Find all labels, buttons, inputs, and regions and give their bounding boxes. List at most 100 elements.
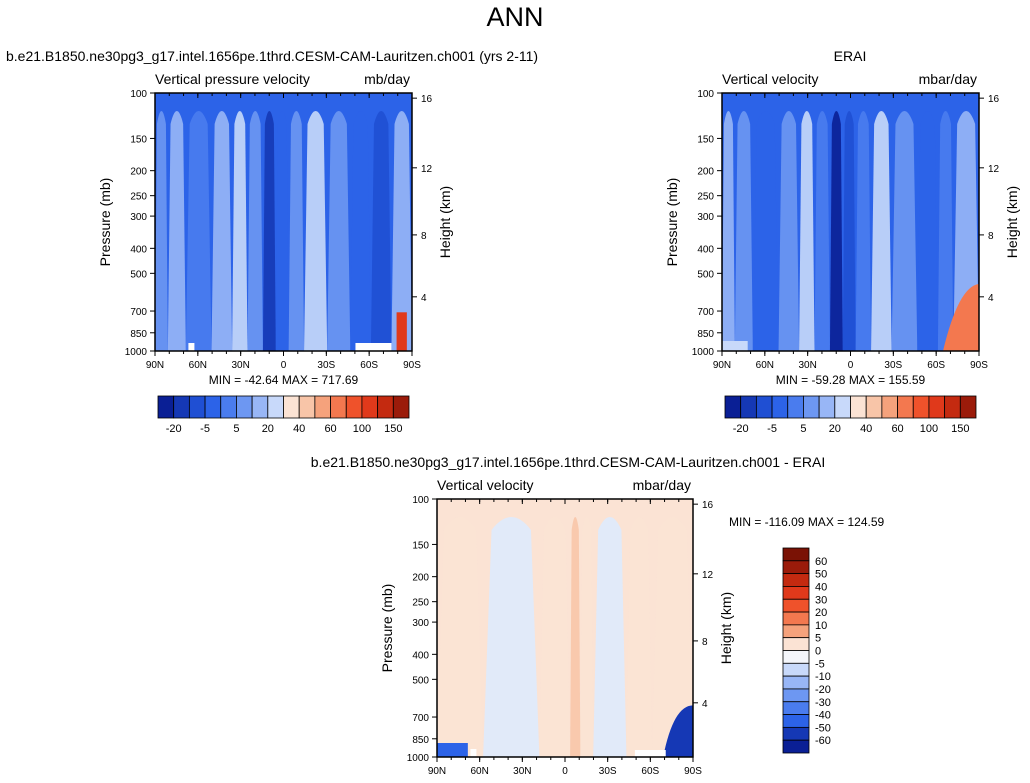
panel-1-colorbar-label: 5 (233, 423, 239, 435)
panel-3-colorbar-label: 60 (815, 556, 827, 568)
panel-2-colorbar-label: 60 (891, 423, 903, 435)
panel-1-colorbar-box (298, 395, 316, 419)
panel-3-y2label: Height (km) (718, 592, 734, 664)
panel-2-xtick-label: 30S (884, 360, 902, 371)
panel-3-band-3 (570, 517, 581, 757)
panel-3-colorbar-label: 5 (815, 633, 821, 645)
panel-1-colorbar-label: 100 (353, 423, 371, 435)
panel-2-y2tick-label: 8 (988, 231, 994, 242)
panel-3-xtick-label: 60N (470, 766, 488, 777)
panel-3-xtick-label: 30S (599, 766, 617, 777)
panel-2-band-12 (937, 111, 954, 351)
panel-2-xtick-label: 90S (970, 360, 988, 371)
panel-1-y2label: Height (km) (437, 186, 453, 258)
panel-2-ytick-label: 700 (697, 307, 714, 318)
panel-1-y2tick-label: 12 (421, 164, 433, 175)
panel-2-colorbar-label: 20 (829, 423, 841, 435)
panel-3-colorbar-label: -40 (815, 710, 831, 722)
panel-1-band-10 (327, 111, 351, 351)
panel-3-field-label: Vertical velocity (437, 477, 533, 493)
panel-3-band-1 (483, 517, 540, 757)
panel-1-xtick-label: 30S (317, 360, 335, 371)
panel-2-stats: MIN = -59.28 MAX = 155.59 (776, 373, 926, 387)
panel-3-colorbar-box (782, 701, 810, 715)
panel-1-colorbar-label: 150 (384, 423, 402, 435)
panel-2-colorbar-box (787, 395, 804, 419)
panel-1-colorbar-box (173, 395, 190, 419)
panel-1-colorbar-box (377, 395, 394, 419)
panel-3-band-2 (539, 517, 571, 757)
panel-1-colorbar-box (267, 395, 284, 419)
panel-3-surface-blue (663, 705, 693, 757)
panel-2-colorbar-label: -20 (733, 423, 749, 435)
panel-3-y2tick-label: 8 (702, 637, 708, 648)
panel-1-colorbar-box (392, 395, 410, 419)
panel-1-colorbar-label: -5 (200, 423, 210, 435)
panel-3-xtick-label: 0 (562, 766, 568, 777)
panel-1-ytick-label: 700 (130, 307, 147, 318)
panel-1-colorbar-box (314, 395, 331, 419)
panel-3-band-5 (593, 517, 627, 757)
panel-3-title: b.e21.B1850.ne30pg3_g17.intel.1656pe.1th… (310, 454, 826, 470)
panel-1-band-4 (232, 111, 248, 351)
panel-3-colorbar-label: 50 (815, 569, 827, 581)
panel-2-band-11 (917, 111, 938, 351)
panel-2-ytick-label: 300 (697, 212, 714, 223)
panel-2-colorbar-box (740, 395, 757, 419)
panel-1-ytick-label: 100 (130, 89, 147, 100)
panel-3-colorbar-box (782, 573, 810, 587)
panel-3-stats: MIN = -116.09 MAX = 124.59 (729, 515, 885, 529)
panel-2-ylabel: Pressure (mb) (664, 178, 680, 267)
panel-2-ytick-label: 850 (697, 329, 714, 340)
panel-2-colorbar-box (912, 395, 930, 419)
panel-1-ytick-label: 400 (130, 244, 147, 255)
panel-3-ytick-label: 200 (412, 573, 429, 584)
panel-3-colorbar-box (782, 611, 810, 626)
panel-2-colorbar-label: 100 (920, 423, 938, 435)
panel-1-y2tick-label: 16 (421, 94, 433, 105)
panel-1-ytick-label: 250 (130, 192, 147, 203)
panel-1-colorbar-box (236, 395, 253, 419)
panel-3-ytick-label: 100 (412, 495, 429, 506)
panel-3-units-label: mbar/day (633, 477, 691, 493)
panel-1-band-8 (288, 111, 305, 351)
panel-1-ytick-label: 150 (130, 134, 147, 145)
panel-2-colorbar-box (818, 395, 836, 419)
panel-3-colorbar-box (782, 598, 810, 613)
panel-2-xtick-label: 60N (756, 360, 774, 371)
panel-2-colorbar-box (755, 395, 773, 419)
panel-1-xtick-label: 0 (281, 360, 287, 371)
panel-1-band-7 (275, 111, 289, 351)
panel-2-colorbar-box (944, 395, 961, 419)
panel-1-colorbar-box (361, 395, 379, 419)
panel-3-colorbar-label: 40 (815, 581, 827, 593)
panel-2-title: ERAI (833, 48, 867, 64)
panel-3-ytick-label: 850 (412, 735, 429, 746)
panel-1-colorbar-box (330, 395, 347, 419)
panel-3-colorbar-box (782, 637, 810, 651)
panel-2-ytick-label: 1000 (692, 347, 715, 358)
panel-2-band-10 (891, 111, 918, 351)
panel-2-y2tick-label: 16 (988, 94, 1000, 105)
panel-3-y2tick-label: 12 (702, 570, 714, 581)
panel-2-colorbar-box (865, 395, 883, 419)
panel-3-band-0 (437, 517, 484, 757)
panel-2-xtick-label: 90N (713, 360, 731, 371)
panel-1-colorbar-label: 40 (293, 423, 305, 435)
panel-3-colorbar-label: 30 (815, 594, 827, 606)
panel-2-y2label: Height (km) (1004, 186, 1020, 258)
panel-2-colorbar-box (803, 395, 820, 419)
panel-3-colorbar-label: 0 (815, 646, 821, 658)
panel-3-colorbar-label: -60 (815, 735, 831, 747)
panel-1-band-3 (211, 111, 233, 351)
panel-1-colorbar-label: -20 (166, 423, 182, 435)
panel-2-band-1 (734, 111, 753, 351)
panel-3-band-6 (626, 517, 653, 757)
panel-3-band-4 (580, 517, 594, 757)
panel-1-field-label: Vertical pressure velocity (155, 71, 310, 87)
panel-3-surface-blue-left (437, 743, 468, 757)
panel-2-ytick-label: 200 (697, 167, 714, 178)
panel-1-units-label: mb/day (364, 71, 410, 87)
panel-3-colorbar-box (782, 714, 810, 728)
panel-2-band-4 (799, 111, 815, 351)
